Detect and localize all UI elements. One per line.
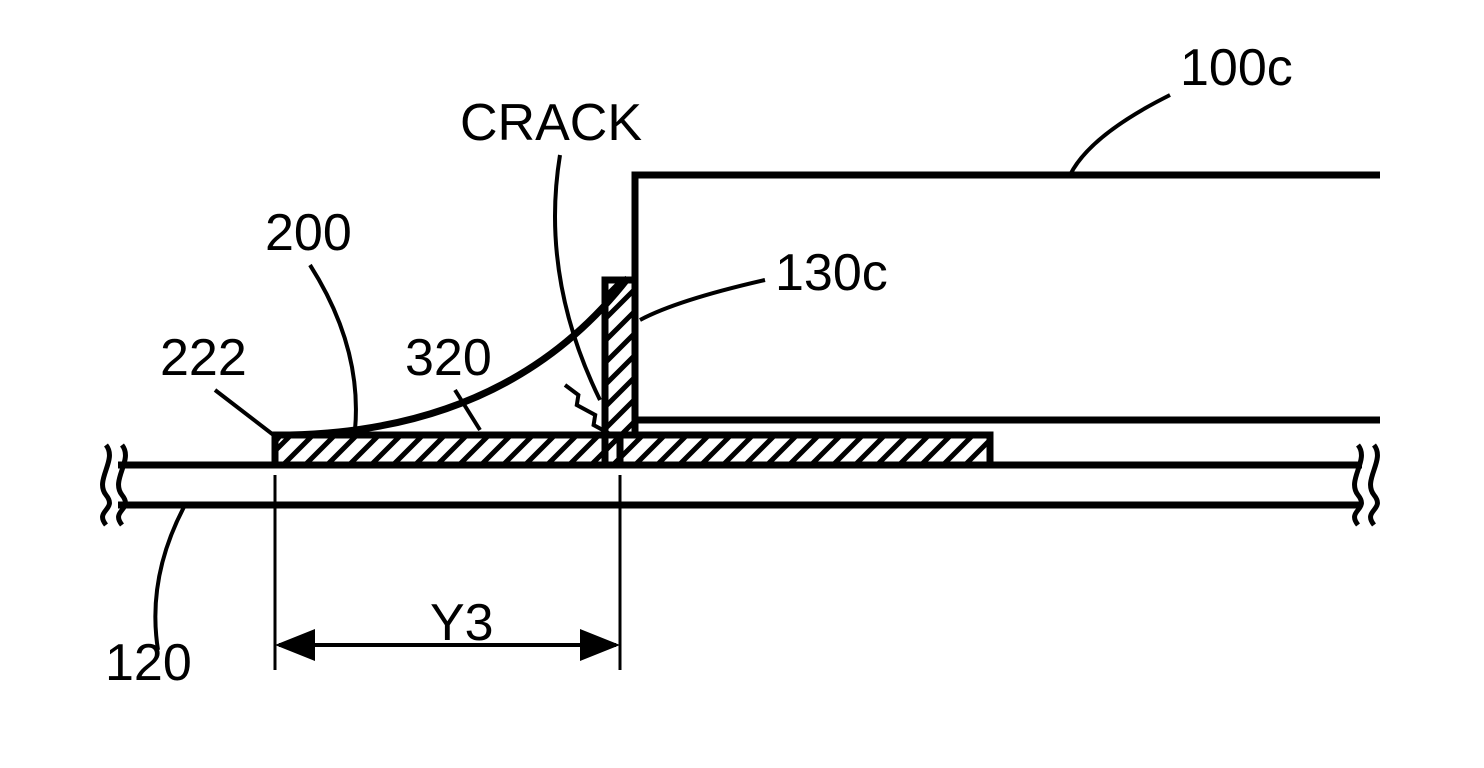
leader-100c: [1070, 95, 1170, 175]
pad-200: [275, 435, 620, 465]
break-right-2: [1371, 445, 1378, 525]
label-n222: 222: [160, 329, 247, 387]
label-n120: 120: [105, 634, 192, 692]
pad-130c-horizontal: [605, 435, 990, 465]
break-left-1: [103, 445, 110, 525]
label-n200: 200: [265, 204, 352, 262]
label-y3: Y3: [430, 594, 494, 652]
block-100c: [635, 175, 1380, 420]
label-crack: CRACK: [460, 94, 642, 152]
technical-drawing: CRACK 100c 130c 200 222 320 120 Y3: [0, 0, 1484, 768]
leader-130c: [640, 280, 765, 320]
break-right-1: [1355, 445, 1362, 525]
label-n130c: 130c: [775, 244, 888, 302]
leader-crack: [555, 155, 600, 400]
break-left-2: [119, 445, 126, 525]
leader-200: [310, 265, 356, 430]
leader-120: [155, 505, 185, 650]
label-n320: 320: [405, 329, 492, 387]
leader-222: [215, 390, 280, 440]
label-n100c: 100c: [1180, 39, 1293, 97]
